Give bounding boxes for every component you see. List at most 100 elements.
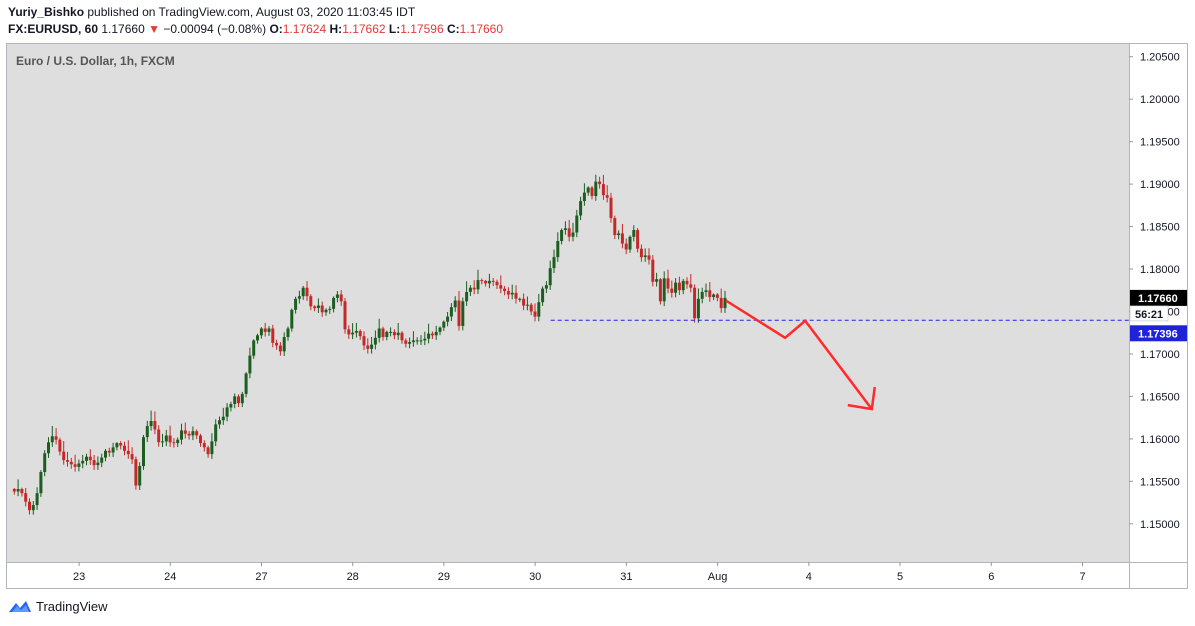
candle-body <box>35 493 39 506</box>
candle-body <box>123 445 126 451</box>
candle-body <box>244 373 248 394</box>
candle-body <box>529 304 533 312</box>
candle-body <box>214 424 218 442</box>
candle-body <box>601 184 605 196</box>
candle-body <box>617 233 621 236</box>
candle-body <box>636 230 640 249</box>
plot-area <box>7 44 1129 562</box>
author-name[interactable]: Yuriy_Bishko <box>8 5 85 19</box>
candle-body <box>351 332 355 335</box>
x-tick-label: 7 <box>1079 571 1085 583</box>
x-tick-label: 23 <box>73 571 85 583</box>
y-tick-label: 1.16000 <box>1140 434 1180 446</box>
candle-body <box>347 329 351 335</box>
candle-body <box>423 338 427 341</box>
candle-body <box>16 489 20 492</box>
candle-body <box>552 257 556 269</box>
candle-body <box>427 333 431 339</box>
candle-body <box>252 340 256 356</box>
candle-body <box>563 228 567 230</box>
candle-body <box>586 187 590 193</box>
candle-body <box>218 420 221 425</box>
candle-body <box>389 331 393 333</box>
time-axis: 23 24 27 28 29 30 31 Aug 4 5 6 7 <box>73 562 1086 583</box>
candle-body <box>571 232 575 237</box>
candle-body <box>256 335 259 341</box>
publish-text: published on TradingView.com, August 03,… <box>87 5 416 19</box>
candle-body <box>693 287 697 319</box>
chart-container[interactable]: Euro / U.S. Dollar, 1h, FXCM 1.20500 1.20… <box>6 43 1188 589</box>
candle-body <box>328 308 332 310</box>
candle-body <box>62 451 66 461</box>
candle-body <box>233 396 237 404</box>
candle-body <box>294 298 298 310</box>
candle-body <box>172 442 176 444</box>
candle-body <box>487 280 491 284</box>
candle-body <box>297 296 301 299</box>
candle-body <box>506 291 510 295</box>
candle-body <box>305 287 309 297</box>
y-tick-label: 1.20000 <box>1140 94 1180 106</box>
candle-body <box>662 278 666 302</box>
candle-body <box>366 345 370 349</box>
candle-body <box>438 327 442 332</box>
candlestick-chart[interactable]: Euro / U.S. Dollar, 1h, FXCM 1.205001.20… <box>7 44 1187 588</box>
candle-body <box>510 292 514 295</box>
candle-body <box>715 294 719 298</box>
symbol-label: FX:EURUSD, 60 <box>8 22 99 36</box>
y-tick-label: 1.15500 <box>1140 476 1180 488</box>
chart-title: Euro / U.S. Dollar, 1h, FXCM <box>16 54 175 68</box>
candle-body <box>385 331 389 337</box>
close-value: 1.17660 <box>459 22 504 36</box>
candle-body <box>658 279 662 302</box>
candle-body <box>104 450 107 458</box>
candle-body <box>339 294 343 302</box>
candle-body <box>278 345 282 352</box>
y-tick-label: 1.16500 <box>1140 391 1180 403</box>
x-tick-label: 24 <box>164 571 176 583</box>
price-tags: 1.17660 56:21 1.17396 <box>1129 289 1187 342</box>
publish-info: Yuriy_Bishko published on TradingView.co… <box>8 5 415 19</box>
candle-body <box>655 279 659 282</box>
candle-body <box>613 218 617 236</box>
candle-body <box>609 197 613 219</box>
open-value: 1.17624 <box>282 22 327 36</box>
candle-body <box>134 459 138 486</box>
candle-body <box>12 489 16 492</box>
candle-body <box>362 336 366 346</box>
y-tick-label: 1.18500 <box>1140 222 1180 234</box>
candle-body <box>514 292 518 299</box>
candle-body <box>533 311 537 317</box>
x-tick-label: 5 <box>897 571 903 583</box>
candle-body <box>723 297 727 309</box>
candle-body <box>408 342 412 344</box>
candle-body <box>544 285 548 289</box>
candle-body <box>480 280 484 282</box>
candle-body <box>142 437 145 467</box>
candle-body <box>689 284 693 288</box>
low-value: 1.17596 <box>400 22 444 36</box>
support-level-tag <box>1130 325 1187 342</box>
y-tick-label: 1.15000 <box>1140 519 1180 531</box>
candle-body <box>39 472 43 494</box>
candle-body <box>461 301 465 326</box>
candle-body <box>259 328 263 336</box>
last-price-tag-label: 1.17660 <box>1138 293 1178 305</box>
tradingview-brand[interactable]: TradingView <box>8 598 108 614</box>
candle-body <box>700 292 704 299</box>
candle-body <box>20 489 24 494</box>
candle-body <box>518 298 522 300</box>
candle-body <box>138 466 142 486</box>
candle-body <box>457 300 461 326</box>
candle-body <box>88 456 92 461</box>
candle-body <box>195 431 199 436</box>
candle-body <box>126 450 130 455</box>
candle-body <box>598 181 602 185</box>
candle-body <box>575 215 579 233</box>
candle-body <box>556 241 560 258</box>
candle-body <box>548 268 552 286</box>
candle-body <box>495 281 499 286</box>
candle-body <box>491 280 495 282</box>
candle-body <box>332 297 336 309</box>
candle-body <box>358 331 362 337</box>
